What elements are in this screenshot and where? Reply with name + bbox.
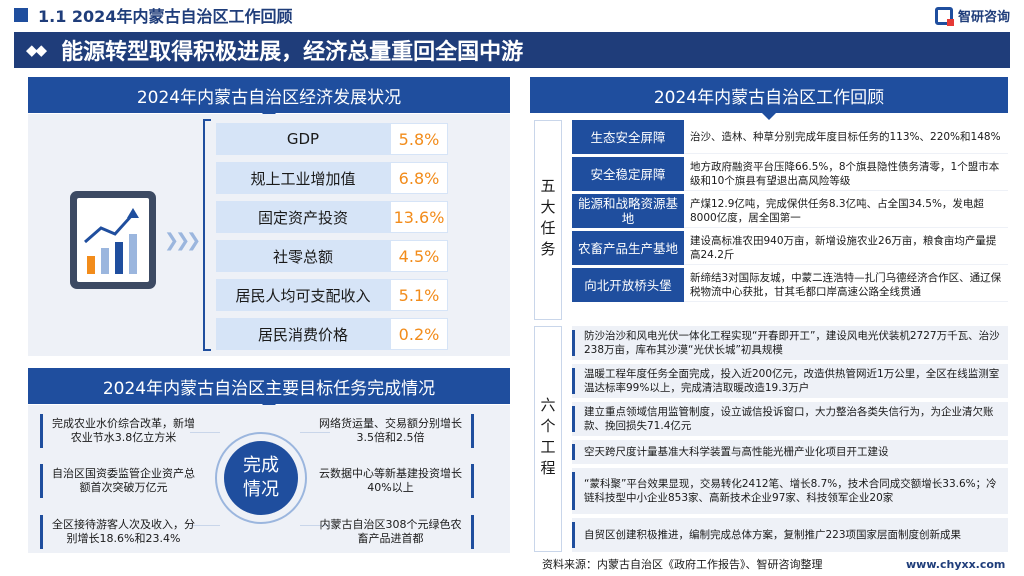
completion-badge-inner: 完成 情况 — [224, 441, 298, 515]
indicator-name: 规上工业增加值 — [216, 162, 390, 194]
top-bar: 1.1 2024年内蒙古自治区工作回顾 — [0, 0, 1024, 30]
five-task-desc: 产煤12.9亿吨，完成保供任务8.3亿吨、占全国34.5%，发电超8000亿度，… — [684, 194, 1008, 228]
connector-line — [190, 525, 220, 526]
logo-text: 智研咨询 — [957, 10, 1010, 25]
completion-badge: 完成 情况 — [215, 432, 307, 524]
five-task-category: 能源和战略资源基地 — [572, 194, 684, 228]
indicator-name: 固定资产投资 — [216, 201, 390, 233]
indicator-value: 0.2% — [390, 318, 448, 350]
connector-line — [300, 432, 330, 433]
five-task-row: 能源和战略资源基地 产煤12.9亿吨，完成保供任务8.3亿吨、占全国34.5%，… — [572, 194, 1008, 228]
task-item: 云数据中心等新基建投资增长40%以上 — [316, 464, 474, 498]
indicator-value: 4.5% — [390, 240, 448, 272]
indicator-value: 6.8% — [390, 162, 448, 194]
six-project-item: 防沙治沙和风电光伏一体化工程实现“开春即开工”，建设风电光伏装机2727万千瓦、… — [572, 326, 1008, 360]
connector-line — [190, 432, 220, 433]
logo-icon — [934, 6, 954, 26]
indicator-row: GDP 5.8% — [216, 123, 448, 155]
five-task-category: 向北开放桥头堡 — [572, 268, 684, 302]
six-project-item: “蒙科聚”平台效果显现，交易转化2412笔、增长8.7%，技术合同成交额增长33… — [572, 468, 1008, 514]
logo: 智研咨询 — [934, 6, 1010, 26]
task-item: 内蒙古自治区308个元绿色农畜产品进首都 — [316, 515, 474, 549]
five-task-row: 农畜产品生产基地 建设高标准农田940万亩，新增设施农业26万亩，粮食亩均产量提… — [572, 231, 1008, 265]
indicator-name: GDP — [216, 123, 390, 155]
indicator-row: 居民人均可支配收入 5.1% — [216, 279, 448, 311]
task-item: 自治区国资委监管企业资产总额首次突破万亿元 — [40, 464, 198, 498]
source-note: 资料来源：内蒙古自治区《政府工作报告》、智研咨询整理 www.chyxx.com — [542, 556, 1005, 572]
section-mark-icon — [14, 8, 28, 22]
five-tasks-label: 五大任务 — [534, 120, 562, 320]
completion-label: 完成 — [243, 455, 279, 476]
headline-text: 能源转型取得积极进展，经济总量重回全国中游 — [61, 40, 524, 65]
five-task-category: 安全稳定屏障 — [572, 157, 684, 191]
diamond-icon: ◆◆ — [26, 41, 47, 59]
five-task-desc: 治沙、造林、种草分别完成年度目标任务的113%、220%和148% — [684, 120, 1008, 154]
section-title: 1.1 2024年内蒙古自治区工作回顾 — [38, 7, 293, 26]
indicator-row: 居民消费价格 0.2% — [216, 318, 448, 350]
bracket-divider — [203, 119, 211, 351]
connector-line — [300, 525, 330, 526]
indicator-name: 居民人均可支配收入 — [216, 279, 390, 311]
six-project-item: 温暖工程年度任务全面完成，投入近200亿元，改造供热管网近1万公里，全区在线监测… — [572, 364, 1008, 398]
review-panel-header: 2024年内蒙古自治区工作回顾 — [530, 77, 1008, 120]
five-task-desc: 地方政府融资平台压降66.5%，8个旗县隐性债务清零，1个盟市本级和10个旗县有… — [684, 157, 1008, 191]
headline-banner: ◆◆ 能源转型取得积极进展，经济总量重回全国中游 — [14, 32, 1010, 68]
five-task-row: 安全稳定屏障 地方政府融资平台压降66.5%，8个旗县隐性债务清零，1个盟市本级… — [572, 157, 1008, 191]
indicator-name: 社零总额 — [216, 240, 390, 272]
indicator-value: 5.8% — [390, 123, 448, 155]
five-task-row: 生态安全屏障 治沙、造林、种草分别完成年度目标任务的113%、220%和148% — [572, 120, 1008, 154]
trend-chart-icon — [84, 208, 139, 274]
completion-label: 情况 — [243, 479, 279, 500]
indicator-row: 社零总额 4.5% — [216, 240, 448, 272]
six-project-item: 自贸区创建积极推进，编制完成总体方案，复制推广223项国家层面制度创新成果 — [572, 518, 1008, 552]
five-task-desc: 新缔结3对国际友城，中蒙二连浩特—扎门乌德经济合作区、通辽保税物流中心获批，甘其… — [684, 268, 1008, 302]
arrow-right-icon: ❯❯❯ — [164, 230, 201, 251]
five-task-category: 农畜产品生产基地 — [572, 231, 684, 265]
task-item: 全区接待游客人次及收入，分别增长18.6%和23.4% — [40, 515, 198, 549]
six-project-item: 空天跨尺度计量基准大科学装置与高性能光栅产业化项目开工建设 — [572, 440, 1008, 464]
five-task-row: 向北开放桥头堡 新缔结3对国际友城，中蒙二连浩特—扎门乌德经济合作区、通辽保税物… — [572, 268, 1008, 302]
six-projects-label: 六个工程 — [534, 326, 562, 552]
tasks-panel-header: 2024年内蒙古自治区主要目标任务完成情况 — [28, 368, 510, 411]
indicator-value: 5.1% — [390, 279, 448, 311]
economy-panel-header: 2024年内蒙古自治区经济发展状况 — [28, 77, 510, 120]
indicator-name: 居民消费价格 — [216, 318, 390, 350]
source-text: 资料来源：内蒙古自治区《政府工作报告》、智研咨询整理 — [542, 558, 823, 571]
tablet-chart-icon — [70, 191, 156, 289]
task-item: 完成农业水价综合改革，新增农业节水3.8亿立方米 — [40, 414, 198, 448]
tablet-screen — [77, 198, 149, 282]
five-task-desc: 建设高标准农田940万亩，新增设施农业26万亩，粮食亩均产量提高24.2斤 — [684, 231, 1008, 265]
indicator-row: 固定资产投资 13.6% — [216, 201, 448, 233]
website-link[interactable]: www.chyxx.com — [906, 558, 1006, 571]
six-project-item: 建立重点领域信用监管制度，设立诚信投诉窗口，大力整治各类失信行为，为企业清欠账款… — [572, 402, 1008, 436]
five-task-category: 生态安全屏障 — [572, 120, 684, 154]
indicator-value: 13.6% — [390, 201, 448, 233]
indicator-row: 规上工业增加值 6.8% — [216, 162, 448, 194]
task-item: 网络货运量、交易额分别增长3.5倍和2.5倍 — [316, 414, 474, 448]
